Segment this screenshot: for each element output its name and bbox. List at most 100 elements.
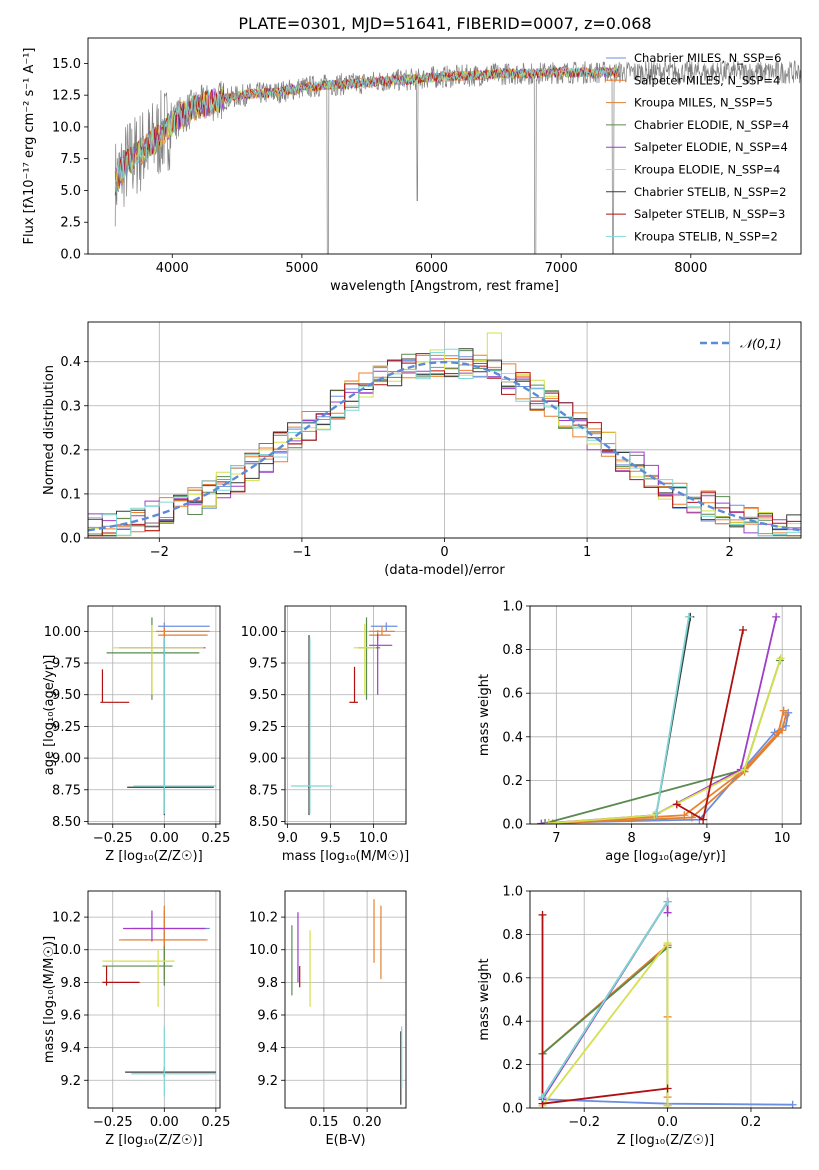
- x-axis-label: mass [log₁₀(M/M☉)]: [282, 849, 409, 864]
- weight-marker: [788, 1100, 797, 1108]
- x-tick-label: 1: [583, 545, 591, 560]
- x-tick-label: 9.0: [277, 831, 298, 846]
- weight-marker: [538, 1093, 547, 1102]
- y-tick-label: 8.75: [249, 783, 278, 798]
- weight-marker: [663, 908, 672, 917]
- axes-frame: [284, 605, 407, 825]
- x-tick-label: 5000: [285, 261, 318, 276]
- model-spectrum-line: [114, 67, 620, 193]
- legend: 𝒩(0,1): [700, 336, 782, 351]
- model-spectrum-line: [114, 65, 620, 196]
- x-tick-label: 9.5: [320, 831, 341, 846]
- weight-marker: [672, 800, 681, 809]
- y-tick-label: 1.0: [502, 600, 523, 615]
- x-tick-label: −0.25: [93, 831, 133, 846]
- x-tick-label: 10.0: [359, 831, 388, 846]
- panel-weight-vs-Z: −0.2 0.0 0.2 0.0 0.2 0.4 0.6 0.8 1.0 Z [log₁₀(Z/Z…: [477, 885, 802, 1148]
- y-tick-label: 1.0: [502, 885, 523, 900]
- weight-marker: [684, 612, 693, 621]
- x-tick-label: 0.00: [150, 831, 179, 846]
- weight-marker: [739, 625, 748, 634]
- y-tick-label: 8.50: [249, 815, 278, 830]
- weight-marker: [663, 1084, 672, 1093]
- x-tick-label: 7000: [545, 261, 578, 276]
- x-tick-label: −0.2: [568, 1115, 600, 1130]
- y-tick-label: 0.4: [502, 1015, 523, 1030]
- panel-age-vs-mass: 9.0 9.5 10.0 8.50 8.75 9.00 9.25 9.50 9.75 10.00 m…: [241, 605, 409, 864]
- axes-frame: [284, 890, 407, 1109]
- weight-marker: [740, 765, 749, 774]
- y-tick-label: 0.0: [60, 248, 81, 263]
- weight-line: [541, 901, 669, 1098]
- panel-residuals: −2 −1 0 1 2 0.0 0.1 0.2 0.3 0.4 (data-model)/error…: [42, 321, 802, 578]
- x-axis-label: age [log₁₀(age/yr)]: [605, 849, 726, 864]
- legend-label: Salpeter STELIB, N_SSP=3: [634, 207, 785, 221]
- plot-area: [291, 899, 403, 1105]
- x-tick-label: 0.00: [150, 1115, 179, 1130]
- axes-frame: [87, 37, 802, 255]
- y-tick-label: 9.25: [52, 720, 81, 735]
- y-tick-label: 10.0: [52, 120, 81, 135]
- figure-title: PLATE=0301, MJD=51641, FIBERID=0007, z=0…: [238, 14, 651, 33]
- y-tick-label: 9.8: [257, 976, 278, 991]
- legend-label: Kroupa MILES, N_SSP=5: [634, 96, 773, 110]
- x-tick-label: −0.25: [93, 1115, 133, 1130]
- weight-line: [541, 914, 668, 1105]
- y-axis-label: mass weight: [477, 958, 492, 1040]
- panel-age-vs-Z: −0.25 0.00 0.25 8.50 8.75 9.00 9.25 9.50 9.75 10.…: [42, 605, 230, 864]
- histogram-step: [88, 348, 801, 537]
- y-tick-label: 9.8: [60, 976, 81, 991]
- x-tick-label: 8: [627, 831, 635, 846]
- panel-mass-vs-EBV: 0.15 0.20 9.2 9.4 9.6 9.8 10.0 10.2 E(B-V): [249, 890, 407, 1148]
- axes-frame: [87, 605, 221, 825]
- y-axis-label: age [log₁₀(age/yr)]: [42, 655, 57, 776]
- axes-frame: [529, 890, 802, 1109]
- panel-mass-vs-Z: −0.25 0.00 0.25 9.2 9.4 9.6 9.8 10.0 10.2 Z [log₁…: [42, 890, 230, 1148]
- x-tick-label: 7: [552, 831, 560, 846]
- panel-weight-vs-age: 7 8 9 10 0.0 0.2 0.4 0.6 0.8 1.0 age [log₁₀(age/yr…: [477, 600, 802, 864]
- x-tick-label: 6000: [415, 261, 448, 276]
- y-tick-label: 5.0: [60, 184, 81, 199]
- y-tick-label: 0.8: [502, 643, 523, 658]
- x-tick-label: 0: [440, 545, 448, 560]
- x-axis-label: E(B-V): [325, 1133, 365, 1148]
- y-tick-label: 9.50: [249, 688, 278, 703]
- weight-marker: [779, 706, 788, 715]
- y-tick-label: 10.0: [249, 943, 278, 958]
- y-tick-label: 15.0: [52, 57, 81, 72]
- weight-marker: [687, 813, 696, 822]
- y-tick-label: 9.4: [60, 1041, 81, 1056]
- x-axis-label: wavelength [Angstrom, rest frame]: [330, 279, 559, 294]
- weight-marker: [663, 1101, 672, 1108]
- x-axis-label: Z [log₁₀(Z/Z☉)]: [105, 849, 202, 864]
- y-tick-label: 9.25: [249, 720, 278, 735]
- y-tick-label: 8.75: [52, 783, 81, 798]
- x-tick-label: −2: [150, 545, 169, 560]
- plot-area: [291, 617, 398, 816]
- y-tick-label: 2.5: [60, 216, 81, 231]
- weight-marker: [544, 819, 553, 824]
- x-tick-label: 0.20: [353, 1115, 382, 1130]
- weight-line: [544, 660, 781, 824]
- y-tick-label: 0.8: [502, 928, 523, 943]
- y-tick-label: 9.75: [52, 657, 81, 672]
- weight-line: [541, 940, 669, 1107]
- histogram-step: [88, 353, 801, 537]
- y-tick-label: 10.00: [44, 625, 81, 640]
- y-tick-label: 0.2: [60, 443, 81, 458]
- y-tick-label: 9.00: [52, 752, 81, 767]
- weight-marker: [663, 897, 672, 906]
- panel-spectrum: 4000 5000 6000 7000 8000 0.0 2.5 5.0 7.5 10.0 12.5…: [22, 37, 802, 294]
- y-tick-label: 0.0: [502, 1102, 523, 1117]
- y-tick-label: 7.5: [60, 152, 81, 167]
- x-tick-label: 0.0: [657, 1115, 678, 1130]
- x-tick-label: 4000: [156, 261, 189, 276]
- y-tick-label: 9.75: [249, 657, 278, 672]
- y-tick-label: 9.2: [60, 1074, 81, 1089]
- weight-marker: [778, 726, 787, 735]
- y-tick-label: 0.4: [502, 730, 523, 745]
- y-tick-label: 0.2: [502, 774, 523, 789]
- x-tick-label: 8000: [674, 261, 707, 276]
- legend-label: Salpeter MILES, N_SSP=4: [634, 73, 780, 87]
